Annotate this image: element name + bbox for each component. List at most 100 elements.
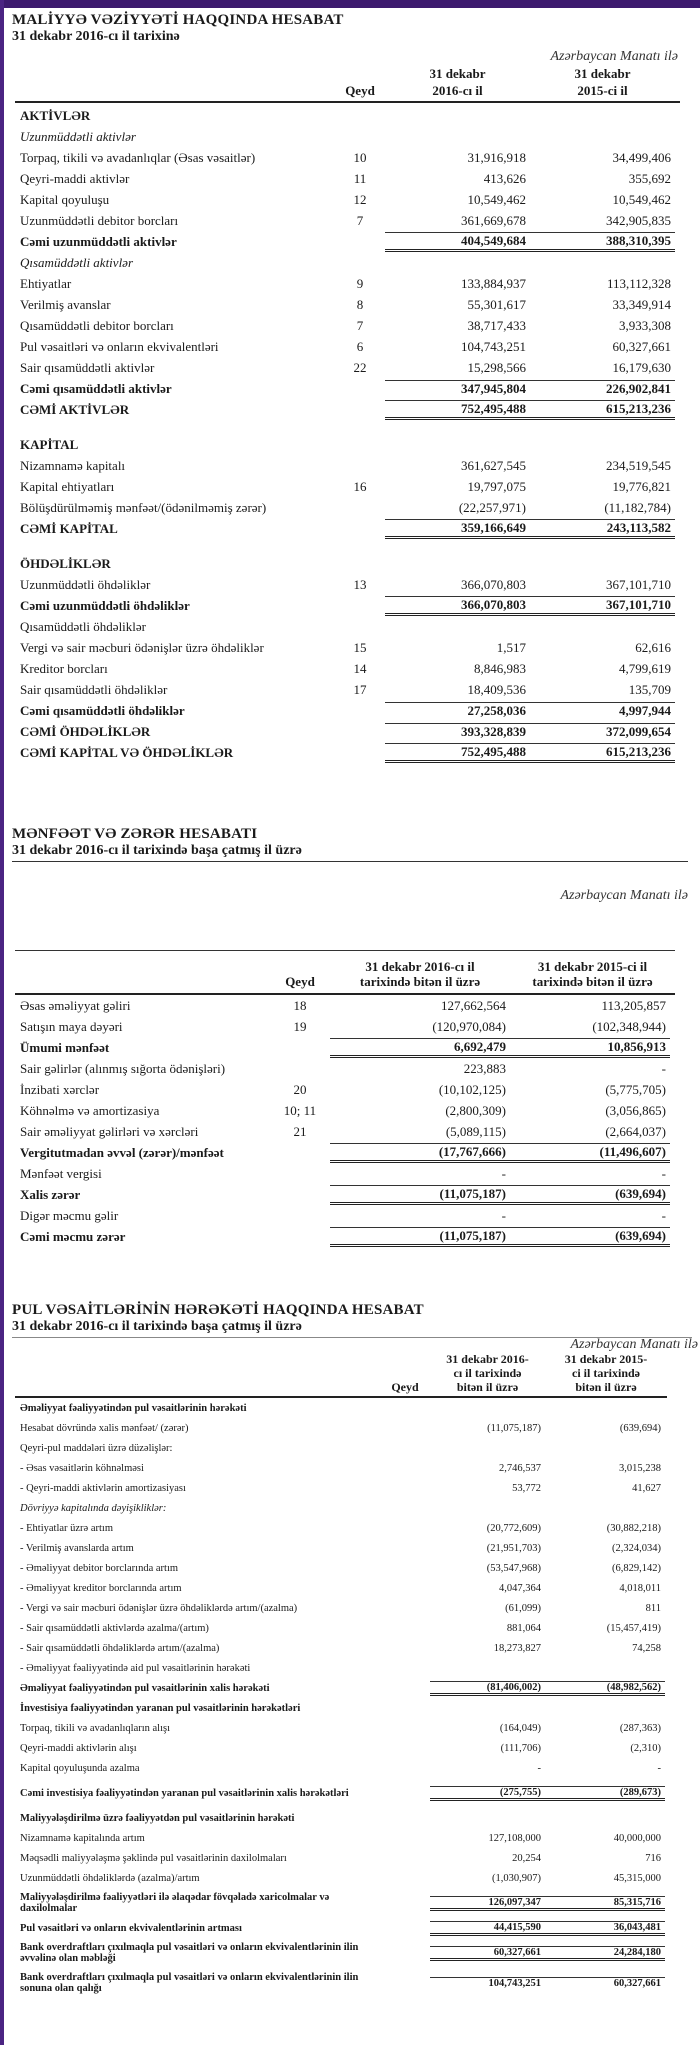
row-note: 9 (356, 275, 364, 291)
row-label: Uzunmüddətli öhdəliklər (20, 576, 151, 592)
header-note: Qeyd (391, 1380, 419, 1394)
row-label: Qısamüddətli debitor borcları (20, 317, 174, 333)
value-2016: (11,075,187) (330, 1184, 510, 1205)
row-label: Torpaq, tikili və avadanlıqların alışı (20, 1722, 171, 1734)
value-2016: 104,743,251 (461, 338, 526, 354)
row-label: Bölüşdürülməmiş mənfəət/(ödənilməmiş zər… (20, 499, 267, 515)
table-row: Kapital qoyuluşunda azalma - - (0, 1758, 670, 1778)
table-row: Pul vəsaitləri və onların ekvivalentləri… (0, 336, 690, 357)
total-row: CƏMİ AKTİVLƏR 752,495,488 615,213,236 (0, 399, 690, 420)
row-label: Uzunmüddətli aktivlər (20, 128, 136, 144)
value-2015: 367,101,710 (530, 595, 675, 616)
value-2016: (2,800,309) (445, 1102, 506, 1118)
value-2015: 234,519,545 (606, 457, 671, 473)
section-heading-row: Maliyyələşdirilmə üzrə fəaliyyətdən pul … (0, 1808, 670, 1828)
value-2016: (22,257,971) (458, 499, 526, 515)
header-2016: 31 dekabr 2016-cı il tarixində bitən il … (359, 959, 481, 989)
table-row: Məqsədli maliyyələşmə şəklində pul vəsai… (0, 1848, 670, 1868)
value-2016: 15,298,566 (467, 359, 527, 375)
value-2016: 752,495,488 (385, 742, 530, 763)
row-note: 22 (353, 359, 367, 375)
row-label: - Əməliyyat debitor borclarında artım (20, 1562, 179, 1574)
balance-sheet: MALİYYƏ VƏZİYYƏTİ HAQQINDA HESABAT 31 de… (0, 12, 700, 763)
row-label: Əsas əməliyyat gəliri (20, 997, 131, 1013)
value-2016: 10,549,462 (467, 191, 527, 207)
row-note: 7 (356, 317, 364, 333)
cashflow-title: PUL VƏSAİTLƏRİNİN HƏRƏKƏTİ HAQQINDA HESA… (12, 1302, 424, 1318)
value-2016: - (537, 1762, 542, 1774)
row-label: Maliyyələşdirilmə üzrə fəaliyyətdən pul … (20, 1812, 295, 1824)
value-2016: 60,327,661 (430, 1945, 545, 1961)
value-2015: 372,099,654 (530, 723, 675, 740)
table-row: Nizamnamə kapitalı 361,627,545 234,519,545 (0, 455, 690, 476)
section-heading-row: İnvestisiya fəaliyyətindən yaranan pul v… (0, 1698, 670, 1718)
value-2015: 85,315,716 (545, 1895, 665, 1911)
value-2015: 4,997,944 (530, 702, 675, 719)
row-label: - Əsas vəsaitlərin köhnəlməsi (20, 1462, 144, 1474)
row-label: KAPİTAL (20, 436, 79, 452)
row-label: Ehtiyatlar (20, 275, 72, 291)
value-2015: 16,179,630 (612, 359, 672, 375)
section-heading-row: AKTİVLƏR (0, 105, 690, 126)
row-label: Pul vəsaitləri və onların ekvivalentləri… (20, 1922, 242, 1934)
total-row: Xalis zərər (11,075,187) (639,694) (0, 1184, 680, 1205)
total-row: Cəmi uzunmüddətli öhdəliklər 366,070,803 3… (0, 595, 690, 616)
value-2015: 24,284,180 (545, 1945, 665, 1961)
cashflow-header: Qeyd 31 dekabr 2016- cı il tarixində bitə… (15, 1352, 667, 1398)
value-2015: (639,694) (510, 1184, 670, 1205)
value-2016: 347,945,804 (385, 380, 530, 397)
value-2016: - (501, 1207, 506, 1223)
value-2016: (275,755) (430, 1785, 545, 1801)
value-2015: (5,775,705) (605, 1081, 666, 1097)
value-2015: 355,692 (628, 170, 671, 186)
table-row: - Qeyri-maddi aktivlərin amortizasiyası 5… (0, 1478, 670, 1498)
value-2016: 366,070,803 (461, 576, 526, 592)
total-row: Vergitutmadan əvvəl (zərər)/mənfəət (17,7… (0, 1142, 680, 1163)
row-label: AKTİVLƏR (20, 107, 91, 123)
table-row: Uzunmüddətli öhdəliklər 13 366,070,803 367,… (0, 574, 690, 595)
value-2016: 752,495,488 (385, 399, 530, 420)
section-heading-row: Əməliyyat fəaliyyətindən pul vəsaitlərin… (0, 1398, 670, 1418)
value-2016: 126,097,347 (430, 1895, 545, 1911)
value-2015: (48,982,562) (545, 1680, 665, 1696)
total-row: Pul vəsaitləri və onların ekvivalentləri… (0, 1918, 670, 1938)
value-2015: (11,182,784) (604, 499, 671, 515)
value-2016: 55,301,617 (467, 296, 527, 312)
row-label: Mənfəət vergisi (20, 1165, 102, 1181)
row-note: 13 (353, 576, 367, 592)
balance-title: MALİYYƏ VƏZİYYƏTİ HAQQINDA HESABAT (12, 12, 344, 28)
balance-unit: Azərbaycan Manatı ilə (550, 49, 678, 64)
value-2016: 38,717,433 (467, 317, 527, 333)
value-2016: 8,846,983 (474, 660, 526, 676)
row-label: Sair əməliyyat gəlirləri və xərcləri (20, 1123, 199, 1139)
row-note: 10; 11 (283, 1102, 317, 1118)
table-row: Dövriyyə kapitalında dəyişikliklər: (0, 1498, 670, 1518)
value-2015: 716 (645, 1852, 661, 1864)
value-2016: 404,549,684 (385, 231, 530, 252)
table-row: Mənfəət vergisi - - (0, 1163, 680, 1184)
table-row: - Əməliyyat debitor borclarında artım (53… (0, 1558, 670, 1578)
value-2016: 393,328,839 (385, 723, 530, 740)
total-row: Bank overdraftları çıxılmaqla pul vəsait… (0, 1968, 670, 1998)
value-2015: 41,627 (632, 1482, 661, 1494)
row-note: 17 (353, 681, 367, 697)
row-label: Ümumi mənfəət (20, 1039, 110, 1055)
total-row: Ümumi mənfəət 6,692,479 10,856,913 (0, 1037, 680, 1058)
value-2015: (2,664,037) (605, 1123, 666, 1139)
row-label: - Qeyri-maddi aktivlərin amortizasiyası (20, 1482, 186, 1494)
table-row: - Verilmiş avanslarda artım (21,951,703) (… (0, 1538, 670, 1558)
value-2016: 127,108,000 (488, 1832, 542, 1844)
value-2016: (11,075,187) (487, 1422, 541, 1434)
table-row: - Ehtiyatlar üzrə artım (20,772,609) (30,8… (0, 1518, 670, 1538)
value-2016: 18,273,827 (493, 1642, 541, 1654)
header-2015: 31 dekabr 2015-ci il (574, 66, 631, 98)
value-2016: (21,951,703) (486, 1542, 541, 1554)
table-row: Sair qısamüddətli aktivlər 22 15,298,566 16… (0, 357, 690, 378)
row-label: ÖHDƏLİKLƏR (20, 555, 111, 571)
value-2015: 113,205,857 (601, 997, 666, 1013)
table-row: İnzibati xərclər 20 (10,102,125) (5,775,705… (0, 1079, 680, 1100)
value-2015: 135,709 (628, 681, 671, 697)
row-note: 7 (356, 212, 364, 228)
balance-header: Qeyd 31 dekabr 2016-cı il 31 dekabr 2015-c… (15, 65, 680, 103)
value-2016: (5,089,115) (445, 1123, 506, 1139)
